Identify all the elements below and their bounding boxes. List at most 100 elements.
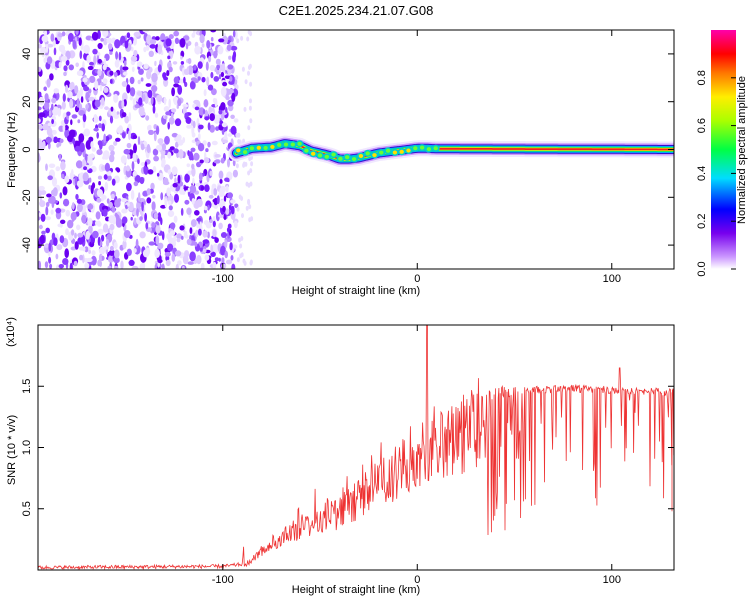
noise-speck <box>198 124 204 130</box>
noise-speck <box>204 109 209 119</box>
spectrogram-y-label: Frequency (Hz) <box>6 112 18 188</box>
noise-speck <box>182 67 185 76</box>
track-blob <box>304 148 309 153</box>
noise-speck <box>164 115 168 120</box>
noise-speck <box>95 211 101 220</box>
track-blob <box>345 155 350 160</box>
noise-speck <box>63 71 67 77</box>
noise-speck <box>239 253 243 259</box>
noise-speck <box>123 148 131 155</box>
track-blob <box>413 146 418 151</box>
colorbar-tick-label: 0.0 <box>696 261 708 276</box>
noise-speck <box>121 216 128 224</box>
noise-speck <box>168 116 175 125</box>
noise-speck <box>155 235 160 245</box>
noise-speck <box>77 232 84 238</box>
noise-speck <box>53 237 58 247</box>
noise-speck <box>98 115 102 122</box>
snr-series-line <box>38 325 674 570</box>
noise-speck <box>106 170 112 176</box>
noise-speck <box>162 143 166 152</box>
noise-speck <box>133 49 138 57</box>
noise-speck <box>50 33 55 42</box>
noise-speck <box>124 115 130 124</box>
noise-speck <box>168 98 171 109</box>
noise-speck <box>103 174 108 180</box>
noise-speck <box>203 220 209 226</box>
noise-speck <box>109 223 115 231</box>
noise-speck <box>152 194 156 199</box>
noise-speck <box>206 76 210 87</box>
y-tick-label: 0.5 <box>21 501 33 516</box>
noise-speck <box>221 139 229 144</box>
noise-speck <box>169 146 175 151</box>
noise-speck <box>58 61 62 69</box>
noise-speck <box>167 55 171 60</box>
noise-speck <box>109 70 114 76</box>
noise-speck <box>108 144 115 152</box>
noise-speck <box>92 48 98 55</box>
noise-speck <box>199 221 203 230</box>
noise-speck <box>197 133 201 141</box>
track-blob <box>277 142 282 147</box>
noise-speck <box>208 55 212 63</box>
noise-speck <box>248 105 252 111</box>
noise-speck <box>214 154 221 158</box>
snr-scale-label: (x10⁴) <box>5 317 17 347</box>
noise-speck <box>79 254 84 261</box>
noise-speck <box>102 64 107 71</box>
noise-speck <box>88 225 93 234</box>
noise-speck <box>133 143 137 154</box>
noise-speck <box>178 149 184 159</box>
noise-speck <box>70 119 73 126</box>
noise-speck <box>246 36 250 42</box>
noise-speck <box>154 112 159 118</box>
noise-speck <box>171 166 178 176</box>
noise-speck <box>207 122 211 131</box>
noise-speck <box>160 192 164 201</box>
noise-speck <box>109 115 114 124</box>
noise-speck <box>44 93 49 101</box>
noise-speck <box>172 96 179 104</box>
noise-speck <box>153 212 159 220</box>
noise-speck <box>130 189 135 200</box>
noise-speck <box>160 217 163 226</box>
noise-speck <box>45 201 50 207</box>
noise-speck <box>107 43 113 50</box>
noise-speck <box>88 136 94 142</box>
noise-speck <box>38 124 43 130</box>
noise-speck <box>220 63 226 73</box>
noise-speck <box>47 43 54 48</box>
noise-speck <box>154 248 160 258</box>
noise-speck <box>85 140 92 150</box>
noise-speck <box>233 220 238 229</box>
noise-speck <box>114 249 120 259</box>
noise-speck <box>100 37 104 42</box>
noise-speck <box>102 78 108 84</box>
noise-speck <box>61 31 66 37</box>
noise-speck <box>73 260 78 267</box>
noise-speck <box>78 133 85 143</box>
noise-speck <box>43 102 50 110</box>
noise-speck <box>148 50 154 57</box>
noise-speck <box>63 198 70 207</box>
noise-speck <box>219 179 223 184</box>
noise-speck <box>232 30 236 38</box>
noise-speck <box>149 44 157 49</box>
noise-speck <box>109 51 113 55</box>
noise-speck <box>215 126 220 131</box>
noise-speck <box>247 170 251 176</box>
noise-speck <box>131 66 135 73</box>
noise-speck <box>85 104 89 111</box>
noise-speck <box>173 148 179 154</box>
noise-speck <box>49 263 53 269</box>
noise-speck <box>128 201 134 212</box>
noise-speck <box>56 244 63 251</box>
noise-speck <box>230 205 235 215</box>
noise-speck <box>196 198 203 208</box>
noise-speck <box>123 60 127 67</box>
noise-speck <box>193 79 199 83</box>
noise-speck <box>218 222 223 230</box>
noise-speck <box>225 259 233 265</box>
noise-speck <box>86 165 90 170</box>
